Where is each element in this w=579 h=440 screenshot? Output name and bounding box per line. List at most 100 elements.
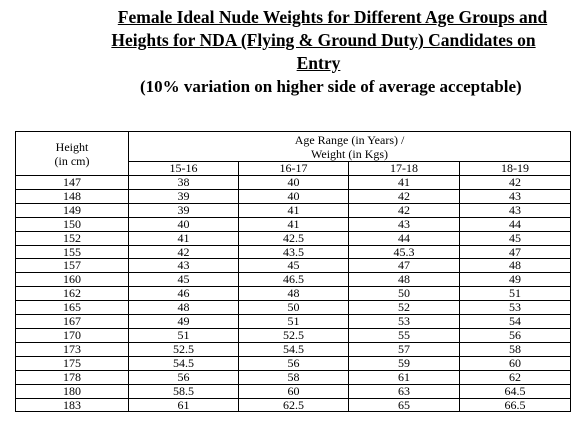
age-group-header: 15-16 <box>128 161 239 176</box>
weight-cell: 51 <box>128 327 239 343</box>
height-cell: 175 <box>15 355 129 371</box>
table-row: 147 38 40 41 42 <box>15 175 572 190</box>
height-cell: 147 <box>15 175 129 190</box>
weight-cell: 42.5 <box>238 230 349 246</box>
weight-cell: 40 <box>128 216 239 232</box>
height-cell: 150 <box>15 216 129 232</box>
document-subtitle: (10% variation on higher side of average… <box>140 77 522 96</box>
weight-cell: 43 <box>128 258 239 274</box>
weight-cell: 41 <box>348 175 460 190</box>
height-cell: 178 <box>15 369 129 385</box>
weight-cell: 43 <box>458 188 572 204</box>
weight-cell: 58 <box>238 369 349 385</box>
table-row: 149 39 41 42 43 <box>15 202 572 218</box>
table-row: 160 45 46.5 48 49 <box>15 272 572 288</box>
weight-cell: 41 <box>238 202 349 218</box>
weight-cell: 61 <box>348 369 460 385</box>
table-row: 167 49 51 53 54 <box>15 314 572 329</box>
height-cell: 183 <box>15 397 129 413</box>
weight-cell: 49 <box>458 272 572 288</box>
height-cell: 165 <box>15 300 129 316</box>
table-row: 175 54.5 56 59 60 <box>15 355 572 371</box>
table-row: 152 41 42.5 44 45 <box>15 230 572 246</box>
weight-cell: 62 <box>458 369 572 385</box>
table-row: 157 43 45 47 48 <box>15 258 572 274</box>
weight-cell: 47 <box>458 244 572 260</box>
weight-cell: 54 <box>458 314 572 329</box>
weight-cell: 44 <box>348 230 460 246</box>
height-cell: 149 <box>15 202 129 218</box>
height-column-header: Height (in cm) <box>15 131 129 176</box>
weight-cell: 52 <box>348 300 460 316</box>
weight-cell: 58.5 <box>128 383 239 399</box>
weight-cell: 63 <box>348 383 460 399</box>
height-cell: 167 <box>15 314 129 329</box>
weight-cell: 52.5 <box>238 327 349 343</box>
weight-cell: 43 <box>348 216 460 232</box>
weight-cell: 60 <box>458 355 572 371</box>
weight-cell: 38 <box>128 175 239 190</box>
weight-cell: 62.5 <box>238 397 349 413</box>
weight-cell: 51 <box>458 286 572 302</box>
weight-cell: 49 <box>128 314 239 329</box>
age-range-header: Age Range (in Years) / Weight (in Kgs) <box>127 131 572 162</box>
weight-cell: 60 <box>238 383 349 399</box>
weight-cell: 46.5 <box>238 272 349 288</box>
range-header-line-1: Age Range (in Years) / <box>294 133 405 147</box>
title-line-3: Entry <box>296 53 341 73</box>
weight-cell: 54.5 <box>128 355 239 371</box>
height-cell: 173 <box>15 341 129 357</box>
weight-cell: 45 <box>238 258 349 274</box>
weight-cell: 53 <box>348 314 460 329</box>
weight-cell: 48 <box>458 258 572 274</box>
age-group-header: 17-18 <box>348 161 460 176</box>
weight-cell: 41 <box>238 216 349 232</box>
weight-cell: 45 <box>128 272 239 288</box>
weight-cell: 61 <box>128 397 239 413</box>
table-row: 162 46 48 50 51 <box>15 286 572 302</box>
weight-cell: 50 <box>238 300 349 316</box>
age-group-header: 16-17 <box>238 161 349 176</box>
table-row: 155 42 43.5 45.3 47 <box>15 244 572 260</box>
table-row: 183 61 62.5 65 66.5 <box>15 397 572 413</box>
weight-cell: 48 <box>348 272 460 288</box>
weight-cell: 44 <box>458 216 572 232</box>
weight-cell: 54.5 <box>238 341 349 357</box>
weight-cell: 40 <box>238 175 349 190</box>
weight-cell: 64.5 <box>458 383 572 399</box>
weight-cell: 59 <box>348 355 460 371</box>
height-cell: 157 <box>15 258 129 274</box>
weight-cell: 41 <box>128 230 239 246</box>
weight-cell: 40 <box>238 188 349 204</box>
weight-cell: 66.5 <box>458 397 572 413</box>
table-row: 170 51 52.5 55 56 <box>15 327 572 343</box>
weight-cell: 52.5 <box>128 341 239 357</box>
table-row: 178 56 58 61 62 <box>15 369 572 385</box>
weight-table-body: 147 38 40 41 42 148 39 40 42 43 149 39 41 42 43 150 40 41… <box>15 175 572 413</box>
weight-cell: 43 <box>458 202 572 218</box>
table-row: 180 58.5 60 63 64.5 <box>15 383 572 399</box>
title-line-1: Female Ideal Nude Weights for Different … <box>117 7 548 27</box>
weight-cell: 42 <box>128 244 239 260</box>
weight-cell: 50 <box>348 286 460 302</box>
weight-cell: 48 <box>128 300 239 316</box>
weight-cell: 56 <box>128 369 239 385</box>
weight-cell: 56 <box>458 327 572 343</box>
title-line-2: Heights for NDA (Flying & Ground Duty) C… <box>111 30 536 50</box>
height-cell: 152 <box>15 230 129 246</box>
weight-cell: 42 <box>348 202 460 218</box>
height-cell: 180 <box>15 383 129 399</box>
weight-cell: 53 <box>458 300 572 316</box>
weight-cell: 57 <box>348 341 460 357</box>
weight-cell: 55 <box>348 327 460 343</box>
weight-cell: 42 <box>458 175 572 190</box>
table-row: 148 39 40 42 43 <box>15 188 572 204</box>
weight-cell: 58 <box>458 341 572 357</box>
weight-cell: 42 <box>348 188 460 204</box>
age-group-header: 18-19 <box>458 161 572 176</box>
weight-cell: 45 <box>458 230 572 246</box>
height-header-line-1: Height <box>55 139 89 154</box>
document-title: Female Ideal Nude Weights for Different … <box>0 6 579 75</box>
height-cell: 148 <box>15 188 129 204</box>
table-row: 150 40 41 43 44 <box>15 216 572 232</box>
